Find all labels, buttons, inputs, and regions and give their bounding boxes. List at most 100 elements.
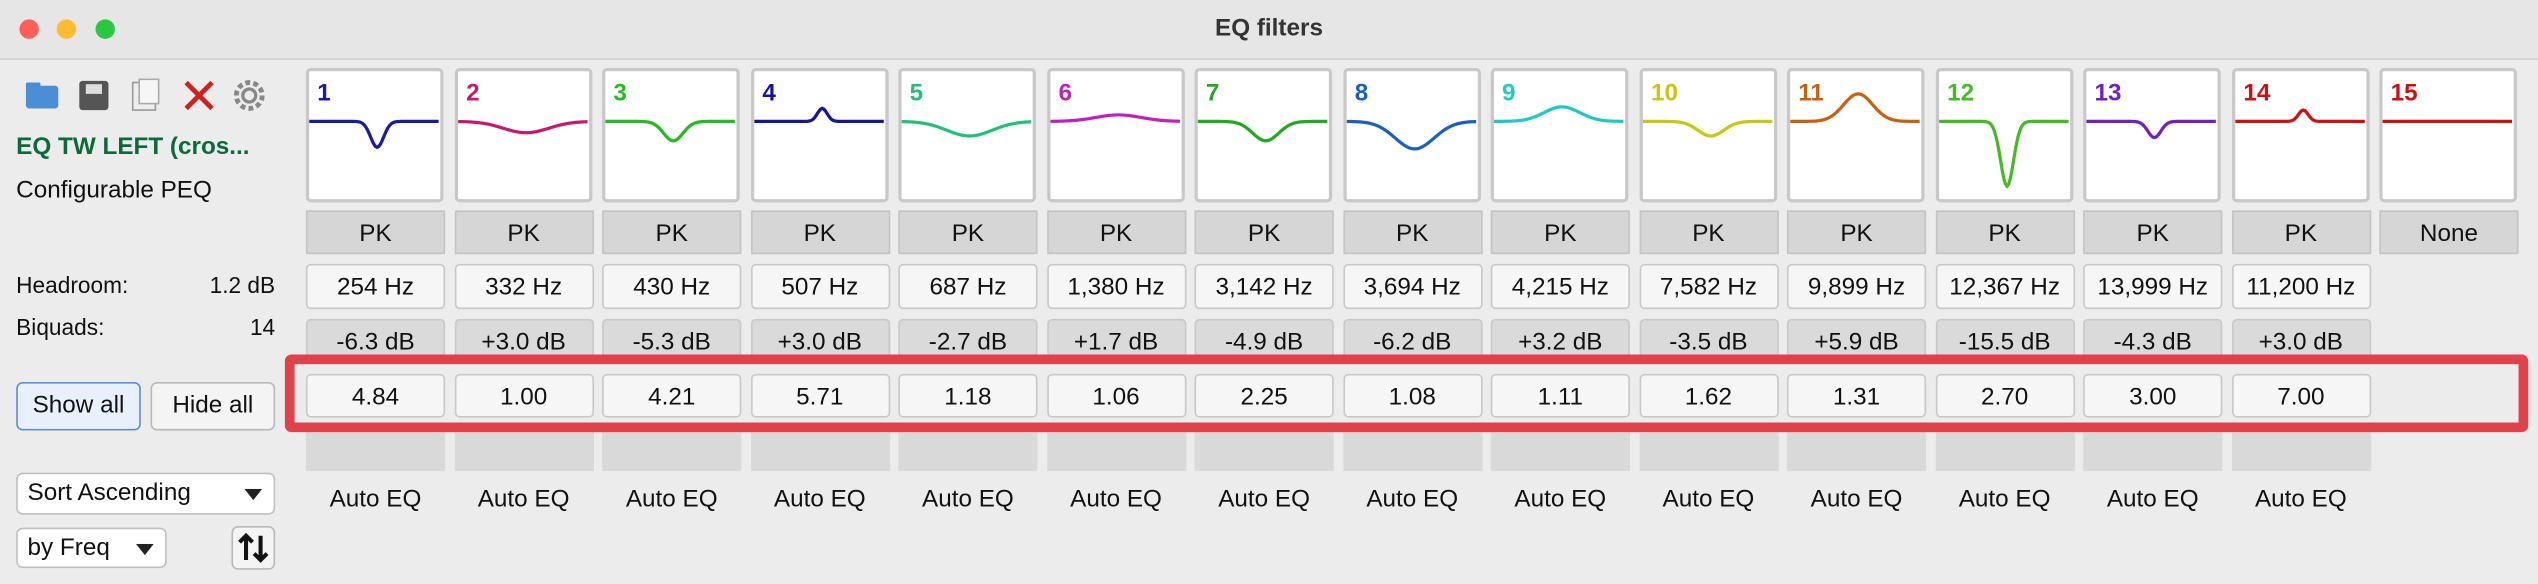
- filter-curve-box[interactable]: 4: [750, 67, 888, 203]
- source-label: Auto EQ: [1366, 485, 1459, 514]
- q-field[interactable]: 1.08: [1342, 373, 1482, 418]
- response-line: [2086, 119, 2216, 140]
- minimize-button[interactable]: [56, 19, 77, 39]
- filter-type-button[interactable]: PK: [1935, 210, 2075, 255]
- q-field[interactable]: 1.62: [1638, 373, 1779, 418]
- filter-curve-box[interactable]: 14: [2231, 67, 2369, 203]
- empty-row: [1786, 428, 1927, 472]
- swap-button[interactable]: [231, 526, 276, 570]
- q-field[interactable]: 7.00: [2231, 373, 2371, 418]
- copy-icon[interactable]: [131, 78, 160, 111]
- filter-number: 14: [2243, 79, 2270, 106]
- filter-curve-box[interactable]: 15: [2379, 67, 2517, 203]
- frequency-field[interactable]: 254 Hz: [305, 263, 446, 310]
- filter-curve-box[interactable]: 7: [1194, 67, 1333, 203]
- sort-key-select[interactable]: by Freq: [16, 527, 167, 569]
- show-all-button[interactable]: Show all: [16, 381, 141, 431]
- frequency-field[interactable]: 9,899 Hz: [1786, 263, 1927, 310]
- q-field[interactable]: 1.31: [1786, 373, 1927, 418]
- zoom-button[interactable]: [95, 19, 115, 39]
- filter-curve-box[interactable]: 6: [1046, 67, 1185, 203]
- filter-type-button[interactable]: PK: [305, 210, 446, 255]
- q-field[interactable]: 1.11: [1490, 373, 1630, 418]
- filter-curve-box[interactable]: 9: [1490, 67, 1629, 203]
- source-label: Auto EQ: [625, 485, 718, 514]
- frequency-field[interactable]: 12,367 Hz: [1935, 263, 2075, 310]
- sort-key-text: by Freq: [27, 534, 110, 562]
- filter-type-button[interactable]: PK: [750, 210, 890, 255]
- filter-type-button[interactable]: None: [2379, 210, 2519, 255]
- filter-curve: 8: [1345, 79, 1476, 151]
- response-line: [753, 106, 883, 124]
- q-field[interactable]: 4.21: [602, 373, 742, 418]
- filter-type-button[interactable]: PK: [2083, 210, 2223, 255]
- filter-type-button[interactable]: PK: [1786, 210, 1927, 255]
- gain-field[interactable]: +3.0 dB: [2231, 318, 2371, 363]
- filter-curve-box[interactable]: 11: [1786, 67, 1925, 203]
- response-line: [1345, 119, 1476, 151]
- filter-curve-box[interactable]: 8: [1342, 67, 1481, 203]
- filter-type-button[interactable]: PK: [1490, 210, 1630, 255]
- filter-type-button[interactable]: PK: [1342, 210, 1482, 255]
- filter-number: 10: [1650, 79, 1677, 106]
- frequency-field[interactable]: 11,200 Hz: [2231, 263, 2371, 310]
- headroom-value: 1.2 dB: [209, 271, 276, 298]
- q-field[interactable]: 1.00: [454, 373, 594, 418]
- save-icon[interactable]: [79, 80, 109, 111]
- frequency-field[interactable]: 13,999 Hz: [2083, 263, 2223, 310]
- sort-order-select[interactable]: Sort Ascending: [16, 472, 276, 515]
- source-label: Auto EQ: [2254, 485, 2347, 514]
- frequency-field[interactable]: 507 Hz: [750, 263, 890, 310]
- frequency-field[interactable]: 7,582 Hz: [1638, 263, 1779, 310]
- filter-curve-box[interactable]: 1: [305, 67, 444, 203]
- filter-number: 12: [1946, 79, 1973, 106]
- toolbar: [25, 78, 265, 111]
- filter-curve-box[interactable]: 3: [602, 67, 740, 203]
- filter-curve-box[interactable]: 10: [1638, 67, 1777, 203]
- frequency-field[interactable]: 687 Hz: [898, 263, 1038, 310]
- response-line: [1790, 92, 1920, 124]
- headroom-label: Headroom:: [16, 271, 129, 298]
- frequency-field[interactable]: 1,380 Hz: [1046, 263, 1186, 310]
- q-field[interactable]: 1.18: [898, 373, 1038, 418]
- filter-curve: 15: [2382, 79, 2513, 124]
- frequency-field[interactable]: 430 Hz: [602, 263, 742, 310]
- settings-icon[interactable]: [233, 80, 265, 111]
- delete-icon[interactable]: [184, 80, 214, 111]
- close-button[interactable]: [19, 19, 39, 39]
- filter-type-button[interactable]: PK: [2231, 210, 2371, 255]
- frequency-field[interactable]: 4,215 Hz: [1490, 263, 1630, 310]
- filter-type-button[interactable]: PK: [898, 210, 1038, 255]
- empty-row: [2083, 428, 2223, 472]
- filter-type-button[interactable]: PK: [602, 210, 742, 255]
- filter-curve-box[interactable]: 13: [2083, 67, 2221, 203]
- q-field[interactable]: 2.70: [1935, 373, 2075, 418]
- filter-curve-box[interactable]: 12: [1935, 67, 2073, 203]
- empty-row: [1194, 428, 1334, 472]
- filter-number: 2: [465, 79, 479, 106]
- open-icon[interactable]: [25, 82, 59, 109]
- filter-curve-box[interactable]: 2: [454, 67, 592, 203]
- filter-type-button[interactable]: PK: [1638, 210, 1779, 255]
- filter-number: 11: [1798, 79, 1824, 106]
- filter-number: 9: [1502, 79, 1516, 106]
- sort-order-text: Sort Ascending: [27, 479, 191, 507]
- q-field[interactable]: 1.06: [1046, 373, 1186, 418]
- filter-type-button[interactable]: PK: [454, 210, 594, 255]
- source-label: Auto EQ: [1218, 485, 1311, 514]
- filter-curve-box[interactable]: 5: [898, 67, 1036, 203]
- filter-type-button[interactable]: PK: [1046, 210, 1186, 255]
- q-field[interactable]: 2.25: [1194, 373, 1334, 418]
- q-field[interactable]: 3.00: [2083, 373, 2223, 418]
- frequency-field[interactable]: 3,142 Hz: [1194, 263, 1334, 310]
- q-field[interactable]: 4.84: [305, 373, 446, 418]
- frequency-field[interactable]: 332 Hz: [454, 263, 594, 310]
- biquads-value: 14: [249, 314, 276, 340]
- hide-all-button[interactable]: Hide all: [150, 381, 276, 431]
- frequency-field[interactable]: 3,694 Hz: [1342, 263, 1482, 310]
- filter-type-button[interactable]: PK: [1194, 210, 1334, 255]
- filter-curve: 3: [605, 79, 735, 143]
- filter-number: 4: [762, 79, 776, 106]
- q-field[interactable]: 5.71: [750, 373, 890, 418]
- empty-row: [1342, 428, 1482, 472]
